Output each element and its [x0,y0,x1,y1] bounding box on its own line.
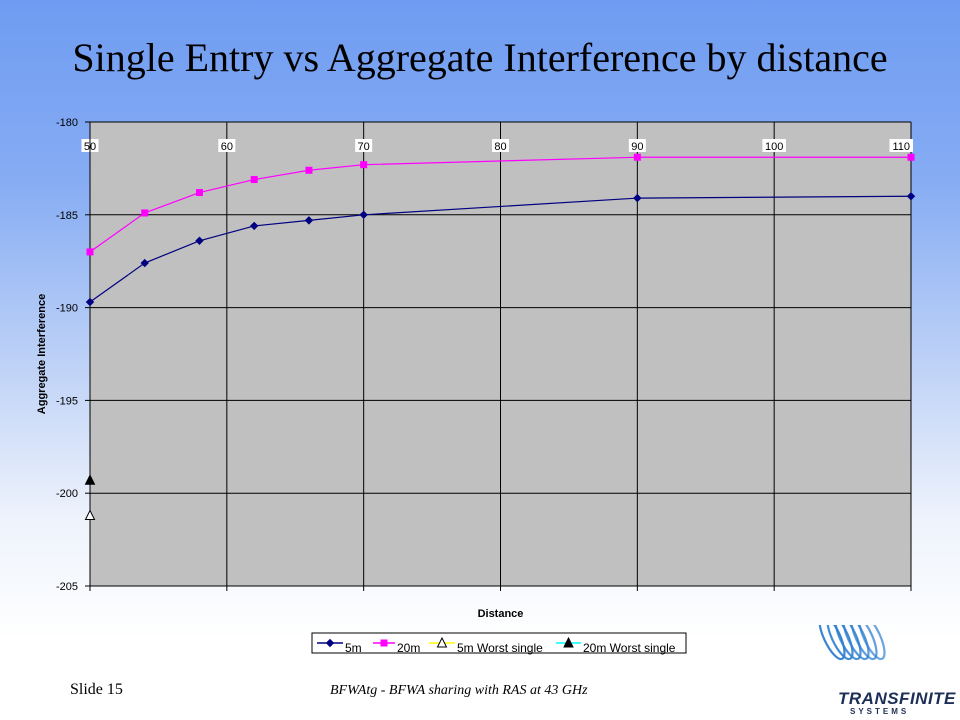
y-tick-label: -185 [56,210,78,222]
x-tick-label: 60 [221,141,233,153]
series-3 [84,474,96,485]
data-point [195,189,203,197]
data-point [86,248,94,256]
legend-marker [325,638,335,648]
data-point [907,153,915,161]
y-tick-label: -180 [56,117,78,129]
data-point [633,153,641,161]
data-point [359,210,368,220]
x-tick-label-bg [762,139,786,152]
x-tick-label: 70 [358,141,370,153]
y-axis-title: Aggregate Interference [36,294,48,414]
x-tick-label-bg [889,139,913,152]
x-tick-label: 80 [494,141,506,153]
logo-subtitle: SYSTEMS [850,707,910,716]
x-tick-label: 100 [765,141,783,153]
data-point [250,176,258,184]
data-point [305,166,313,174]
legend: 5m 20m 5m Worst single 20m Worst single [311,632,687,655]
x-axis-title: Distance [478,608,524,620]
legend-label: 5m [345,641,362,655]
x-tick-label-bg [355,139,373,152]
legend-marker [436,636,448,648]
data-point [85,297,95,307]
series-2 [84,509,96,520]
x-tick-label-bg [492,139,509,152]
data-point [249,221,259,231]
x-tick-label-bg [218,139,236,152]
data-point [304,216,314,225]
footer-note: BFWAtg - BFWA sharing with RAS at 43 GHz [330,683,588,698]
legend-label: 20m Worst single [583,641,676,655]
y-tick-label: -200 [56,488,78,500]
slide-title: Single Entry vs Aggregate Interference b… [72,35,888,80]
x-tick-label-bg [628,139,646,152]
data-point [84,474,96,485]
transfinite-logo-icon [818,625,886,661]
data-point [84,509,96,520]
data-point [906,192,916,201]
series-line [89,156,911,253]
data-point [195,236,204,245]
x-tick-label: 90 [631,141,643,153]
series-line [89,195,912,303]
legend-label: 20m [397,641,420,655]
y-tick-label: -195 [56,395,78,407]
x-tick-label: 110 [892,141,910,153]
data-point [140,258,149,268]
y-tick-label: -205 [56,581,78,593]
logo-wordmark: TRANSFINITE [838,689,956,708]
series-1 [86,153,915,256]
legend-label: 5m Worst single [457,641,543,655]
y-tick-label: -190 [56,303,78,315]
legend-marker [380,639,388,647]
series-0 [85,192,916,307]
data-point [633,193,642,203]
slide-number: Slide 15 [70,681,123,698]
data-point [360,161,368,169]
series [84,153,916,520]
data-point [141,209,149,217]
legend-box [311,632,687,654]
legend-marker [563,636,574,648]
